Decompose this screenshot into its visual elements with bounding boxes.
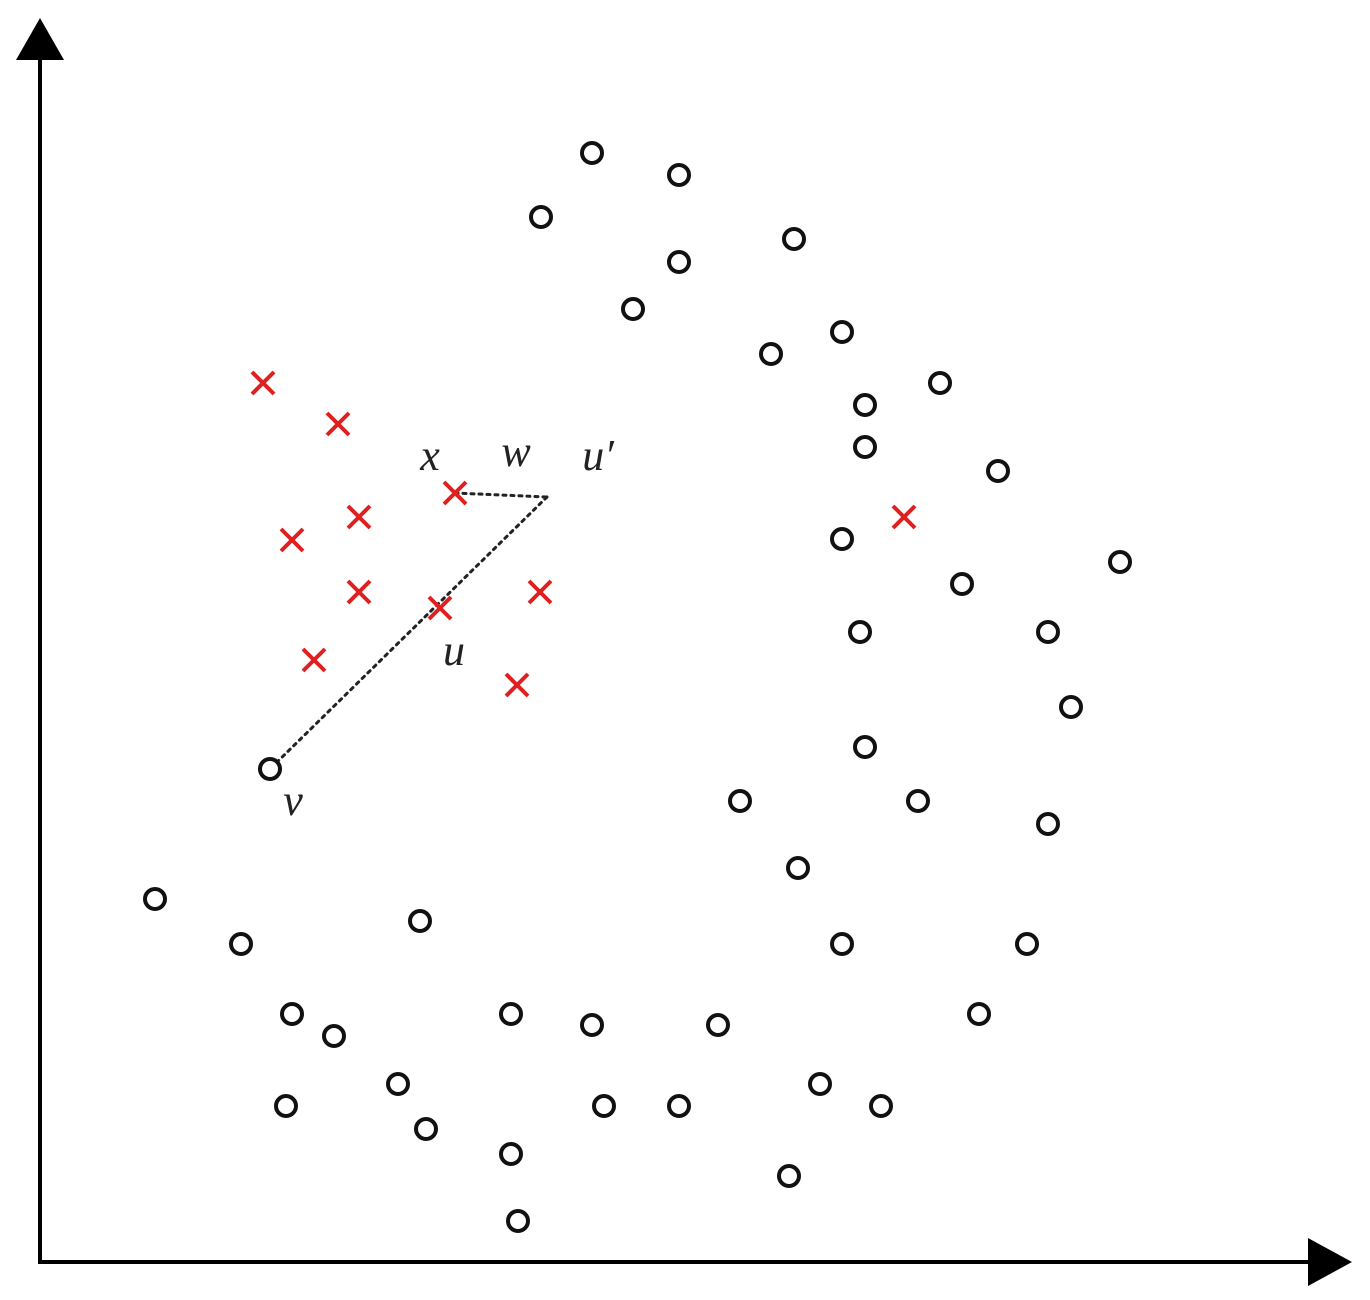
point-labels: x w u′ u v: [283, 427, 615, 825]
majority-point-6: [830, 320, 854, 344]
majority-point-27: [830, 932, 854, 956]
minority-point-6: [427, 595, 453, 621]
minority-point-2: [442, 480, 468, 506]
majority-point-23: [786, 856, 810, 880]
majority-point-31: [967, 1002, 991, 1026]
majority-point-11: [986, 459, 1010, 483]
point-label-2: u′: [582, 431, 615, 480]
minority-point-4: [279, 527, 305, 553]
connector-line-0: [453, 491, 549, 499]
majority-point-8: [928, 371, 952, 395]
majority-point-35: [386, 1072, 410, 1096]
point-label-4: v: [283, 776, 303, 825]
majority-point-22: [1036, 812, 1060, 836]
majority-points: [143, 141, 1132, 1233]
majority-point-26: [229, 932, 253, 956]
majority-point-19: [258, 757, 282, 781]
majority-point-14: [950, 572, 974, 596]
minority-point-5: [346, 579, 372, 605]
majority-point-32: [322, 1024, 346, 1048]
majority-point-33: [580, 1013, 604, 1037]
majority-point-2: [529, 205, 553, 229]
connector-line-1: [268, 495, 549, 771]
majority-point-5: [621, 297, 645, 321]
majority-point-29: [280, 1002, 304, 1026]
x-axis-arrowhead: [1308, 1238, 1352, 1286]
majority-point-43: [777, 1164, 801, 1188]
majority-point-28: [1015, 932, 1039, 956]
y-axis-arrowhead: [16, 18, 64, 60]
majority-point-1: [667, 163, 691, 187]
axes: [16, 18, 1352, 1286]
minority-point-8: [301, 647, 327, 673]
majority-point-20: [728, 789, 752, 813]
minority-point-10: [891, 504, 917, 530]
majority-point-3: [782, 227, 806, 251]
majority-point-42: [499, 1142, 523, 1166]
majority-point-21: [906, 789, 930, 813]
point-label-3: u: [443, 626, 465, 675]
majority-point-39: [667, 1094, 691, 1118]
majority-point-7: [759, 342, 783, 366]
majority-point-36: [808, 1072, 832, 1096]
majority-point-25: [408, 909, 432, 933]
majority-point-9: [853, 393, 877, 417]
majority-point-40: [869, 1094, 893, 1118]
point-label-0: x: [419, 431, 440, 480]
minority-points: [250, 370, 917, 698]
minority-point-1: [325, 411, 351, 437]
majority-point-17: [1059, 695, 1083, 719]
majority-point-15: [848, 620, 872, 644]
minority-point-3: [346, 504, 372, 530]
majority-point-4: [667, 250, 691, 274]
majority-point-18: [853, 735, 877, 759]
minority-point-9: [504, 672, 530, 698]
majority-point-30: [499, 1002, 523, 1026]
minority-point-0: [250, 370, 276, 396]
majority-point-34: [706, 1013, 730, 1037]
majority-point-10: [853, 435, 877, 459]
majority-point-41: [414, 1117, 438, 1141]
majority-point-38: [592, 1094, 616, 1118]
majority-point-12: [830, 527, 854, 551]
majority-point-24: [143, 887, 167, 911]
majority-point-16: [1036, 620, 1060, 644]
majority-point-37: [274, 1094, 298, 1118]
connector-lines: [268, 491, 549, 771]
majority-point-44: [506, 1209, 530, 1233]
point-label-1: w: [501, 427, 531, 476]
majority-point-13: [1108, 550, 1132, 574]
minority-point-7: [527, 579, 553, 605]
majority-point-0: [580, 141, 604, 165]
